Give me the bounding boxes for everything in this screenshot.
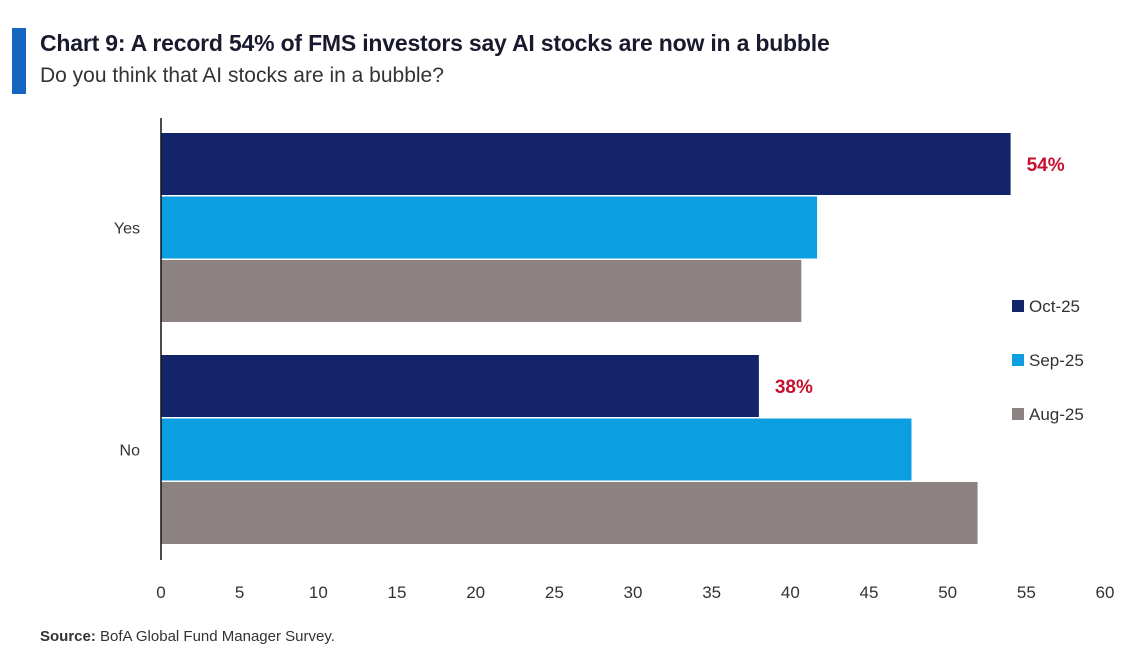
- legend-swatch-aug-25: [1012, 408, 1024, 420]
- category-label-no: No: [120, 443, 141, 460]
- source-text: BofA Global Fund Manager Survey.: [100, 628, 335, 645]
- x-tick-label-50: 50: [938, 583, 957, 602]
- legend-label-sep-25: Sep-25: [1029, 351, 1084, 370]
- legend-swatch-sep-25: [1012, 354, 1024, 366]
- source-label: Source:: [40, 628, 96, 645]
- bar-no-aug-25: [161, 482, 978, 544]
- legend-swatch-oct-25: [1012, 300, 1024, 312]
- x-tick-label-5: 5: [235, 583, 244, 602]
- x-tick-label-40: 40: [781, 583, 800, 602]
- x-tick-label-60: 60: [1096, 583, 1115, 602]
- category-label-yes: Yes: [114, 221, 140, 238]
- data-label-yes-oct-25: 54%: [1027, 155, 1065, 176]
- bar-chart: Yes No 54% 38% 0 5 10 15 20 25 30 35 40 45 50 55 60 Oct-2…: [114, 118, 1115, 602]
- x-tick-label-45: 45: [860, 583, 879, 602]
- chart-subtitle: Do you think that AI stocks are in a bub…: [40, 64, 444, 87]
- x-tick-label-0: 0: [156, 583, 165, 602]
- bar-no-sep-25: [161, 418, 912, 481]
- bar-yes-aug-25: [161, 260, 802, 322]
- title-accent-bar: [12, 28, 26, 94]
- x-tick-label-25: 25: [545, 583, 564, 602]
- bar-no-oct-25: [161, 355, 759, 417]
- x-tick-label-30: 30: [624, 583, 643, 602]
- x-tick-label-35: 35: [702, 583, 721, 602]
- chart-title: Chart 9: A record 54% of FMS investors s…: [40, 30, 830, 56]
- legend-label-aug-25: Aug-25: [1029, 405, 1084, 424]
- data-label-no-oct-25: 38%: [775, 377, 813, 398]
- bar-yes-oct-25: [161, 133, 1011, 195]
- bar-yes-sep-25: [161, 196, 818, 259]
- x-tick-label-20: 20: [466, 583, 485, 602]
- x-tick-label-10: 10: [309, 583, 328, 602]
- x-tick-label-55: 55: [1017, 583, 1036, 602]
- legend-label-oct-25: Oct-25: [1029, 297, 1080, 316]
- source-note: Source: BofA Global Fund Manager Survey.: [40, 628, 335, 645]
- x-tick-label-15: 15: [388, 583, 407, 602]
